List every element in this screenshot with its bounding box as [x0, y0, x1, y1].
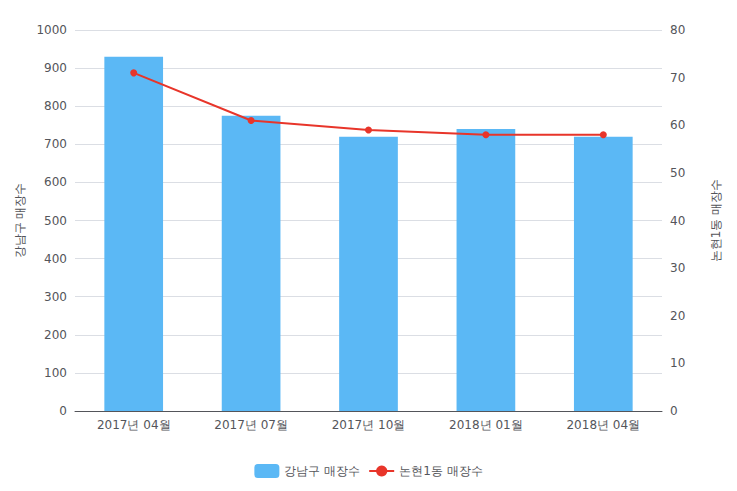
svg-text:400: 400: [44, 252, 67, 266]
svg-text:60: 60: [670, 118, 685, 132]
svg-text:500: 500: [44, 214, 67, 228]
svg-text:강남구 매장수: 강남구 매장수: [284, 464, 360, 478]
svg-text:2018년 01월: 2018년 01월: [449, 418, 523, 432]
svg-text:20: 20: [670, 309, 685, 323]
svg-text:50: 50: [670, 166, 685, 180]
svg-text:900: 900: [44, 61, 67, 75]
svg-text:200: 200: [44, 328, 67, 342]
svg-text:800: 800: [44, 99, 67, 113]
svg-text:2017년 04월: 2017년 04월: [97, 418, 171, 432]
svg-text:700: 700: [44, 137, 67, 151]
svg-text:논현1동 매장수: 논현1동 매장수: [399, 464, 482, 478]
svg-text:300: 300: [44, 290, 67, 304]
svg-text:2018년 04월: 2018년 04월: [566, 418, 640, 432]
svg-text:40: 40: [670, 214, 685, 228]
svg-text:2017년 10월: 2017년 10월: [332, 418, 406, 432]
svg-text:1000: 1000: [36, 23, 67, 37]
svg-text:0: 0: [670, 404, 678, 418]
svg-text:80: 80: [670, 23, 685, 37]
svg-text:10: 10: [670, 356, 685, 370]
svg-text:0: 0: [59, 404, 67, 418]
svg-text:30: 30: [670, 261, 685, 275]
svg-text:강남구 매장수: 강남구 매장수: [13, 183, 27, 259]
svg-text:논현1동 매장수: 논현1동 매장수: [709, 179, 723, 262]
svg-text:2017년 07월: 2017년 07월: [214, 418, 288, 432]
svg-text:600: 600: [44, 175, 67, 189]
svg-text:70: 70: [670, 71, 685, 85]
svg-text:100: 100: [44, 366, 67, 380]
